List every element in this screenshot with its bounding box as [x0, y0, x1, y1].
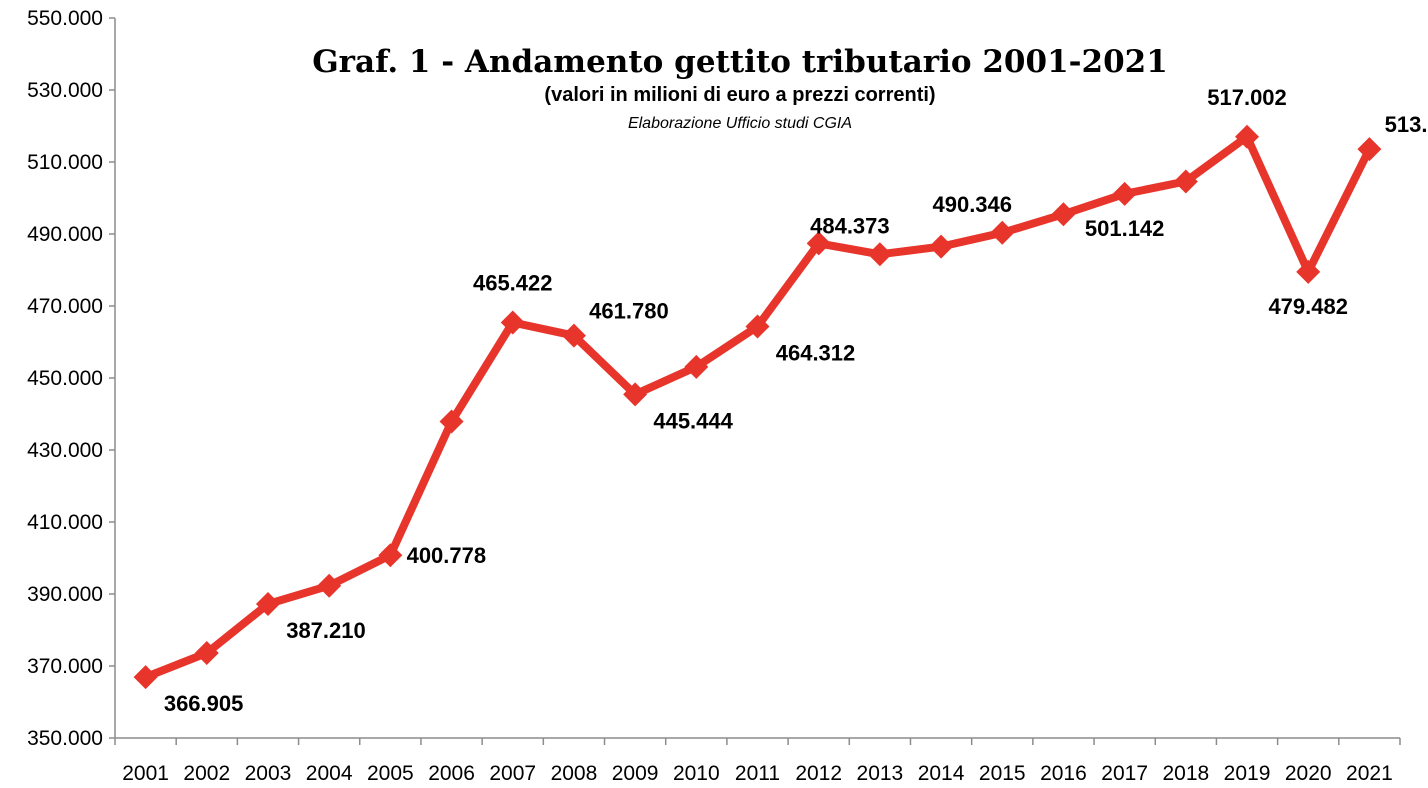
- data-label: 490.346: [932, 192, 1012, 217]
- y-tick-label: 450.000: [27, 367, 103, 390]
- data-point-marker: [317, 573, 342, 598]
- data-label: 464.312: [776, 340, 856, 365]
- x-tick-label: 2013: [857, 762, 904, 785]
- data-point-marker: [745, 314, 770, 339]
- data-point-marker: [1173, 169, 1198, 194]
- data-label: 387.210: [286, 618, 366, 643]
- data-point-marker: [1051, 202, 1076, 227]
- data-point-marker: [1235, 124, 1260, 149]
- data-label: 366.905: [164, 691, 244, 716]
- y-tick-label: 550.000: [27, 7, 103, 30]
- data-point-marker: [500, 310, 525, 335]
- data-label: 465.422: [473, 270, 553, 295]
- x-tick-label: 2009: [612, 762, 659, 785]
- x-tick-label: 2004: [306, 762, 353, 785]
- data-point-marker: [561, 323, 586, 348]
- y-tick-label: 490.000: [27, 223, 103, 246]
- chart-title: Graf. 1 - Andamento gettito tributario 2…: [312, 44, 1168, 80]
- data-point-marker: [929, 234, 954, 259]
- series-gettito: [133, 124, 1382, 690]
- x-tick-label: 2015: [979, 762, 1026, 785]
- x-tick-label: 2014: [918, 762, 965, 785]
- y-tick-label: 350.000: [27, 727, 103, 750]
- data-point-marker: [133, 665, 158, 690]
- y-tick-label: 530.000: [27, 79, 103, 102]
- x-tick-label: 2003: [245, 762, 292, 785]
- x-tick-label: 2007: [489, 762, 536, 785]
- y-tick-label: 410.000: [27, 511, 103, 534]
- data-point-marker: [1112, 181, 1137, 206]
- y-tick-marks: [109, 17, 115, 739]
- data-point-marker: [867, 242, 892, 267]
- y-tick-label: 510.000: [27, 151, 103, 174]
- data-label: 479.482: [1268, 294, 1348, 319]
- data-point-marker: [194, 641, 219, 666]
- data-label: 461.780: [589, 299, 669, 324]
- data-label: 400.778: [407, 543, 487, 568]
- x-tick-labels: 2001 2002 2003 2004 2005 2006 2007 2008 2009 2010…: [122, 762, 1393, 785]
- data-point-marker: [1357, 137, 1382, 162]
- data-label: 445.444: [653, 408, 733, 433]
- x-tick-label: 2001: [122, 762, 169, 785]
- data-label: 501.142: [1085, 216, 1165, 241]
- y-tick-label: 470.000: [27, 295, 103, 318]
- x-tick-label: 2020: [1285, 762, 1332, 785]
- data-point-marker: [990, 220, 1015, 245]
- data-point-marker: [623, 382, 648, 407]
- x-tick-label: 2008: [551, 762, 598, 785]
- x-tick-label: 2006: [428, 762, 475, 785]
- chart-axes: [109, 17, 1401, 745]
- chart-source-note: Elaborazione Ufficio studi CGIA: [628, 115, 852, 132]
- x-tick-marks: [114, 738, 1401, 745]
- x-tick-label: 2017: [1101, 762, 1148, 785]
- x-tick-label: 2016: [1040, 762, 1087, 785]
- y-tick-label: 370.000: [27, 655, 103, 678]
- x-tick-label: 2018: [1162, 762, 1209, 785]
- data-label: 517.002: [1207, 85, 1287, 110]
- x-tick-label: 2011: [735, 762, 780, 785]
- y-tick-label: 390.000: [27, 583, 103, 606]
- data-point-marker: [1296, 259, 1321, 284]
- data-point-marker: [439, 409, 464, 434]
- x-tick-label: 2021: [1346, 762, 1393, 785]
- chart-subtitle: (valori in milioni di euro a prezzi corr…: [544, 84, 935, 106]
- x-tick-label: 2010: [673, 762, 720, 785]
- x-tick-label: 2005: [367, 762, 414, 785]
- data-label: 484.373: [810, 213, 890, 238]
- x-tick-label: 2002: [183, 762, 230, 785]
- y-tick-labels: 350.000 370.000 390.000 410.000 430.000 450.0…: [27, 7, 103, 750]
- x-tick-label: 2019: [1224, 762, 1271, 785]
- data-point-marker: [255, 592, 280, 617]
- x-tick-label: 2012: [795, 762, 842, 785]
- data-point-marker: [378, 543, 403, 568]
- data-point-marker: [806, 231, 831, 256]
- data-point-marker: [684, 354, 709, 379]
- data-labels: 366.905 387.210 400.778 465.422 461.780 445.4…: [164, 85, 1428, 716]
- data-label: 513.565: [1385, 112, 1428, 137]
- y-tick-label: 430.000: [27, 439, 103, 462]
